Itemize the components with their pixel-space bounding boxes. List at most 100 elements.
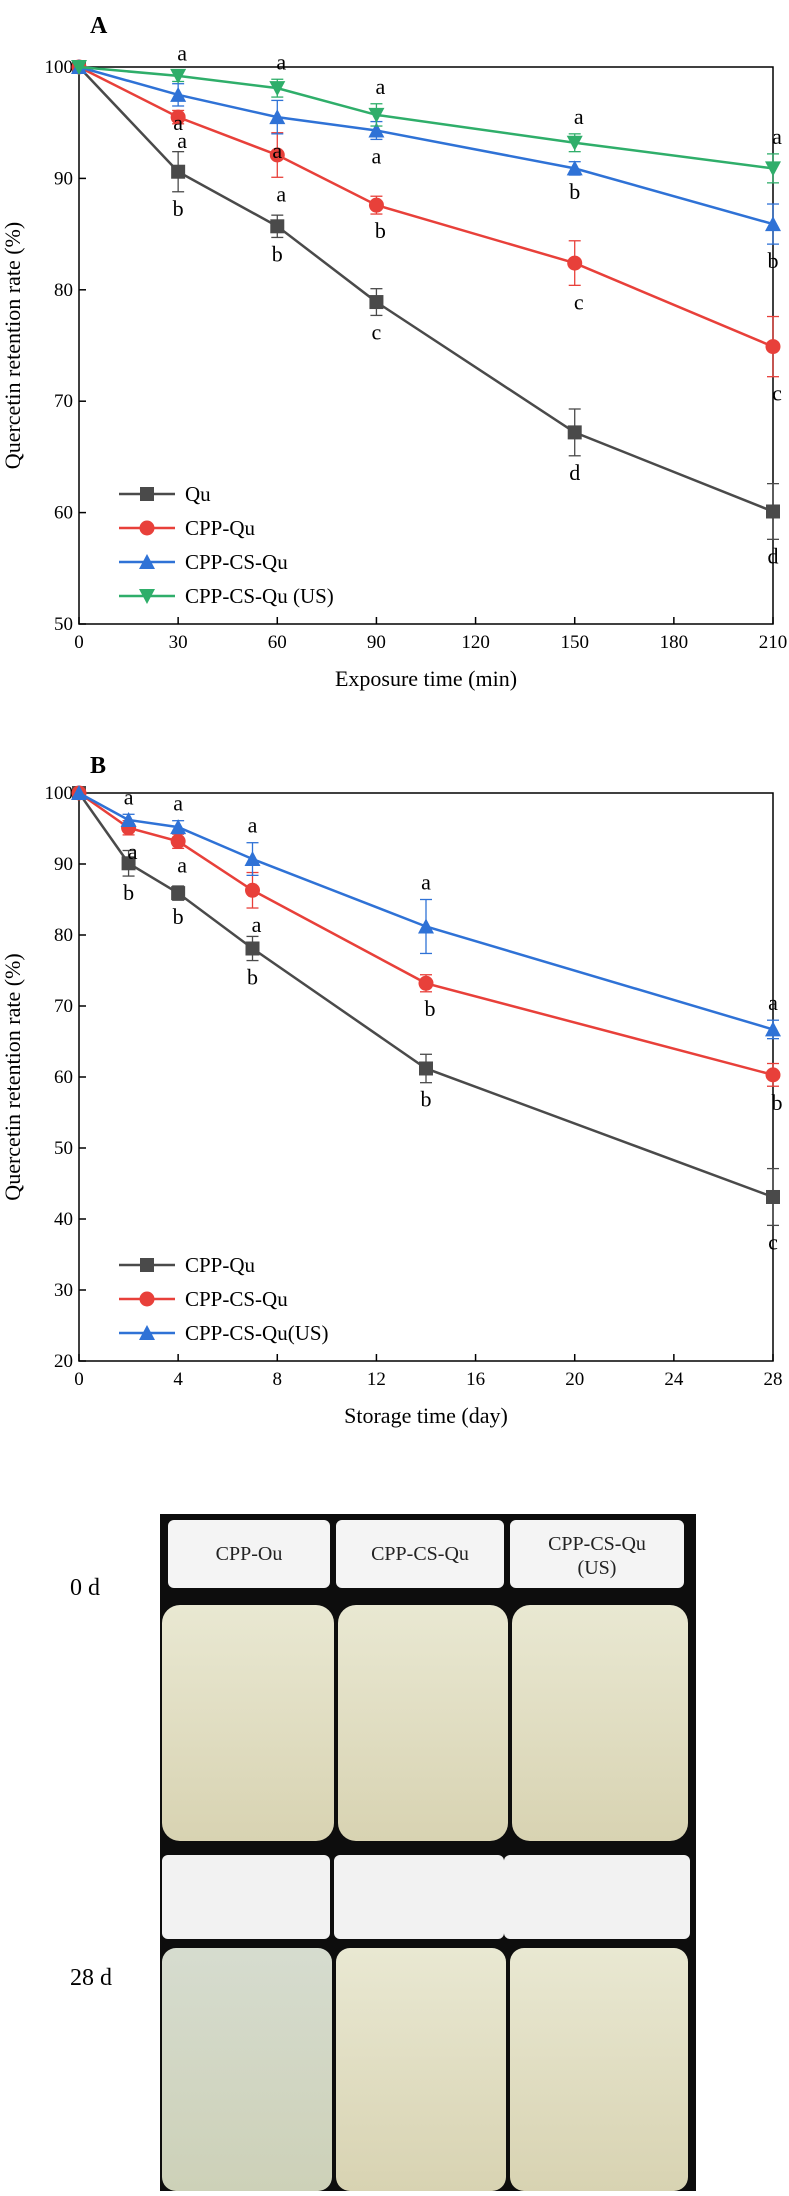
marker [566,135,583,151]
significance-letter: b [123,880,134,905]
legend-label: CPP-Qu [185,1253,256,1277]
photo: CPP-Ou CPP-CS-Qu CPP-CS-Qu (US) 0 d 28 d [70,1514,696,2191]
y-tick-label: 60 [54,1067,73,1088]
legend-marker [139,520,155,536]
legend-marker [140,1258,154,1272]
series-line [78,66,774,513]
y-tick-label: 40 [54,1209,73,1230]
marker [71,60,87,75]
marker [171,886,186,901]
series-line [77,792,774,1199]
x-tick-label: 0 [74,1369,84,1390]
marker [170,68,187,84]
significance-letter: c [574,289,584,314]
marker [418,918,434,934]
significance-letter: d [768,543,779,568]
legend-label: CPP-CS-Qu [185,1287,288,1311]
cap [510,1520,684,1588]
marker [566,160,583,176]
bottle [338,1605,508,1841]
marker [765,216,781,232]
y-tick-label: 80 [54,280,73,301]
marker [567,255,583,271]
bottles-0d [162,1520,688,1841]
y-axis-label: Quercetin retention rate (%) [0,953,25,1200]
significance-letter: a [252,912,262,937]
legend-marker [139,554,155,569]
y-tick-label: 70 [54,996,73,1017]
x-tick-label: 90 [367,632,386,653]
marker [419,1061,433,1076]
marker [269,81,286,97]
x-tick-label: 12 [367,1369,386,1390]
legend-marker [139,1291,155,1307]
significance-letter: a [177,852,187,877]
series-line [78,65,774,348]
chart: B 0 4 8 12 16 20 24 28 20 30 40 50 60 70 80 90 100 Storage… [0,753,783,1428]
x-tick-label: 28 [764,1369,783,1390]
significance-letter: a [376,74,386,99]
marker [170,86,187,102]
marker [418,975,434,991]
legend-marker [139,1325,155,1340]
significance-letter: a [768,990,778,1015]
panel-label: B [90,753,106,779]
marker [765,1067,781,1083]
sample-label: CPP-Ou [216,1543,283,1565]
sample-label: CPP-CS-Qu (US) [548,1533,646,1579]
y-axis-label: Quercetin retention rate (%) [0,222,25,469]
x-axis-label: Storage time (day) [344,1403,508,1428]
significance-letter: b [569,179,580,204]
x-tick-label: 210 [759,632,788,653]
marker [171,164,186,179]
y-tick-label: 20 [54,1351,73,1372]
y-tick-label: 70 [54,391,73,412]
bottle [162,1605,334,1841]
cap [334,1855,504,1939]
bottle [336,1948,506,2191]
marker [766,504,780,519]
x-tick-label: 120 [461,632,490,653]
marker [567,425,582,440]
x-tick-label: 16 [466,1369,485,1390]
significance-letter: a [276,181,286,206]
significance-letter: b [173,904,184,929]
marker [120,811,137,827]
chart: A 0 30 60 90 120 150 180 210 50 60 70 80 90 100 Exposur… [0,13,787,691]
significance-letter: a [421,870,431,895]
marker [121,856,136,871]
bottle [510,1948,688,2191]
significance-letter: a [372,143,382,168]
x-tick-label: 0 [74,632,84,653]
significance-letter: d [569,460,580,485]
marker [71,785,87,800]
significance-letter: b [772,1090,783,1115]
x-tick-label: 60 [268,632,287,653]
significance-letter: a [772,124,782,149]
y-tick-label: 60 [54,503,73,524]
significance-letter: a [272,138,282,163]
x-tick-label: 8 [273,1369,283,1390]
cap [168,1520,330,1588]
day-label: 28 d [70,1965,112,1991]
legend-label: CPP-CS-Qu(US) [185,1321,329,1345]
significance-letter: a [173,791,183,816]
legend-marker [139,589,155,604]
y-tick-label: 90 [54,854,73,875]
x-tick-label: 150 [560,632,589,653]
y-tick-label: 50 [54,1138,73,1159]
y-tick-label: 100 [45,57,74,78]
significance-letter: b [421,1087,432,1112]
marker [269,109,286,125]
significance-letter: b [375,218,386,243]
marker [270,219,285,234]
marker [369,295,384,310]
x-tick-label: 30 [169,632,188,653]
significance-letter: a [173,110,183,135]
series-line [78,65,774,226]
marker [765,1021,781,1037]
legend-label: CPP-CS-Qu [185,550,288,574]
marker [765,339,781,355]
marker [170,109,186,125]
sample-label: CPP-CS-Qu [371,1543,469,1565]
